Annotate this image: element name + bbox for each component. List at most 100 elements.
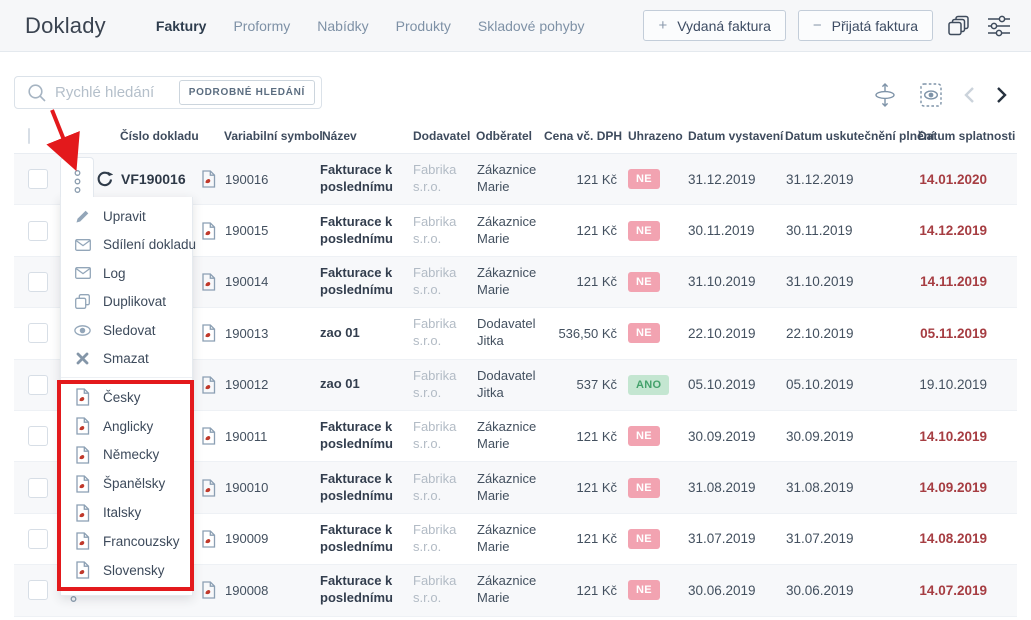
menu-item-action[interactable]: Log (61, 259, 192, 288)
chevron-right-icon[interactable] (994, 84, 1009, 106)
sliders-icon[interactable] (985, 13, 1013, 39)
refresh-icon[interactable] (96, 171, 113, 188)
row-checkbox[interactable] (28, 477, 48, 498)
menu-item-action[interactable]: Smazat (61, 345, 192, 374)
paid-badge: NE (628, 271, 660, 292)
advanced-search-button[interactable]: PODROBNÉ HLEDÁNÍ (178, 80, 315, 105)
column-header[interactable]: Cena vč. DPH (544, 128, 623, 143)
menu-item-language[interactable]: Německy (61, 441, 192, 470)
pdf-icon[interactable] (201, 170, 216, 188)
row-menu-icon (72, 165, 83, 197)
supplier: Fabrika s.r.o. (413, 573, 457, 606)
supplier: Fabrika s.r.o. (413, 265, 457, 297)
date-due: 14.08.2019 (919, 531, 987, 547)
pdf-icon[interactable] (201, 324, 216, 343)
date-due: 14.07.2019 (919, 582, 987, 598)
menu-item-action[interactable]: Duplikovat (61, 288, 192, 317)
pencil-icon (74, 209, 91, 224)
column-header[interactable]: Odběratel (476, 128, 533, 143)
paid-badge: NE (628, 323, 660, 344)
menu-item-action[interactable]: Sledovat (61, 316, 192, 345)
row-checkbox[interactable] (28, 220, 48, 241)
row-checkbox[interactable] (28, 271, 48, 292)
invoice-name: Fakturace k poslednímu (320, 522, 393, 554)
column-header[interactable]: Datum uskutečnění plnění (785, 128, 935, 143)
menu-item-action[interactable]: Upravit (61, 202, 192, 231)
minus-icon: − (812, 17, 822, 34)
invoice-name: Fakturace k poslednímu (320, 419, 393, 452)
main-nav: Faktury Proformy Nabídky Produkty Skladové p… (156, 18, 585, 34)
pdf-icon[interactable] (201, 221, 216, 240)
nav-item-proformy[interactable]: Proformy (233, 17, 291, 34)
invoice-name: zao 01 (320, 324, 360, 340)
menu-item-language[interactable]: Anglicky (61, 412, 192, 441)
menu-item-language[interactable]: Italsky (61, 498, 192, 527)
pdf-icon[interactable] (201, 530, 216, 548)
pdf-icon[interactable] (201, 376, 216, 394)
new-issued-invoice-button[interactable]: + Vydaná faktura (643, 10, 786, 41)
table-header: Číslo dokladu Variabilní symbol Název Dodav… (14, 118, 1017, 154)
date-supply: 31.08.2019 (786, 480, 854, 496)
price: 121 Kč (576, 428, 617, 444)
date-due: 14.09.2019 (919, 480, 987, 496)
menu-languages-group: Česky Anglicky Německy Španělsky Italsky Fran… (61, 383, 192, 585)
invoice-name: zao 01 (320, 376, 360, 392)
date-supply: 30.06.2019 (786, 582, 854, 598)
row-menu-trigger[interactable] (60, 157, 94, 197)
supplier: Fabrika s.r.o. (413, 213, 457, 246)
column-header[interactable]: Uhrazeno (628, 128, 683, 143)
paid-badge: ANO (628, 374, 670, 395)
nav-item-skladov-pohyby[interactable]: Skladové pohyby (477, 17, 585, 34)
pdf-icon[interactable] (201, 273, 216, 291)
pdf-icon (74, 388, 91, 407)
nav-item-nab-dky[interactable]: Nabídky (317, 17, 369, 34)
select-all-checkbox[interactable] (28, 127, 30, 144)
menu-item-language[interactable]: Španělsky (61, 469, 192, 498)
variable-symbol: 190012 (225, 377, 269, 393)
row-checkbox[interactable] (28, 528, 48, 549)
pdf-icon (74, 446, 91, 464)
fit-width-icon[interactable] (870, 80, 900, 110)
column-header[interactable]: Číslo dokladu (120, 128, 199, 143)
menu-item-action[interactable]: Sdílení dokladu (61, 231, 196, 260)
paid-badge: NE (628, 426, 660, 447)
row-checkbox[interactable] (28, 374, 48, 395)
row-checkbox[interactable] (28, 323, 48, 344)
column-header[interactable]: Datum vystavení (688, 128, 784, 143)
nav-item-faktury[interactable]: Faktury (155, 17, 207, 34)
paid-badge: NE (628, 580, 660, 601)
search-input[interactable] (55, 84, 179, 101)
pdf-icon[interactable] (201, 427, 216, 445)
duplicate-icon (74, 294, 91, 310)
row-checkbox[interactable] (28, 580, 48, 601)
page-title: Doklady (25, 12, 106, 38)
row-checkbox[interactable] (28, 426, 48, 447)
delete-icon (74, 352, 91, 365)
variable-symbol: 190009 (225, 531, 269, 547)
table-row[interactable]: VF190016 190016 Fakturace k poslednímu Fabr… (14, 154, 1017, 206)
column-header[interactable]: Datum splatnosti (918, 128, 1016, 143)
customer: Zákaznice Marie (477, 265, 537, 297)
chevron-left-icon[interactable] (962, 84, 977, 106)
date-issued: 31.08.2019 (688, 480, 756, 496)
row-checkbox[interactable] (28, 169, 48, 190)
supplier: Fabrika s.r.o. (413, 419, 457, 452)
preview-card-icon[interactable] (917, 80, 945, 110)
invoice-number: VF190016 (121, 171, 186, 188)
date-due: 14.11.2019 (920, 274, 987, 290)
variable-symbol: 190011 (225, 428, 268, 444)
pdf-icon[interactable] (201, 478, 216, 497)
price: 121 Kč (576, 274, 617, 290)
menu-item-language[interactable]: Česky (61, 383, 192, 412)
menu-item-language[interactable]: Slovensky (61, 556, 192, 585)
column-header[interactable]: Název (322, 128, 357, 143)
date-due: 05.11.2019 (920, 325, 987, 341)
pdf-icon[interactable] (201, 581, 216, 599)
stack-icon[interactable] (945, 12, 973, 40)
column-header[interactable]: Variabilní symbol (224, 128, 323, 143)
nav-item-produkty[interactable]: Produkty (395, 17, 451, 34)
new-received-invoice-button[interactable]: − Přijatá faktura (797, 10, 933, 41)
price: 121 Kč (576, 531, 617, 547)
column-header[interactable]: Dodavatel (413, 128, 471, 143)
menu-item-language[interactable]: Francouzsky (61, 527, 192, 556)
